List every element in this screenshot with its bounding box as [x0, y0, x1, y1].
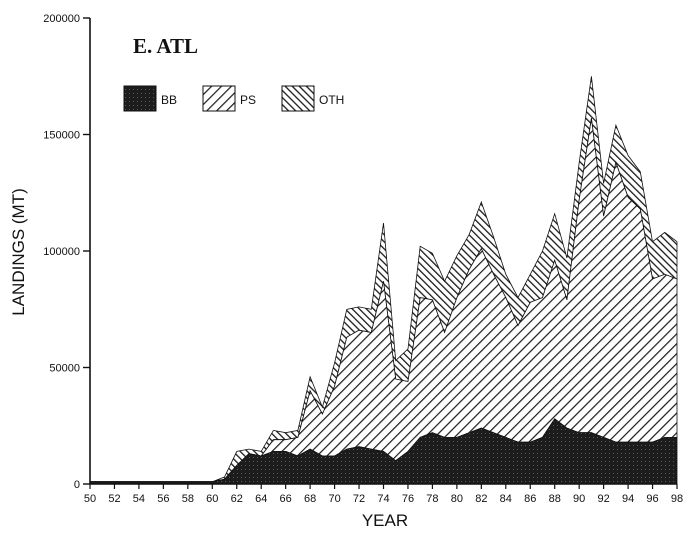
x-tick-label: 56: [157, 493, 169, 505]
x-tick-label: 62: [231, 493, 243, 505]
x-tick-label: 64: [255, 493, 267, 505]
x-tick-label: 50: [84, 493, 96, 505]
x-tick-label: 82: [475, 493, 487, 505]
x-tick-label: 72: [353, 493, 365, 505]
legend-label: PS: [240, 93, 256, 107]
legend-label: OTH: [319, 93, 344, 107]
y-tick-label: 0: [74, 479, 80, 491]
x-tick-label: 78: [426, 493, 438, 505]
legend-item-bb: BB: [123, 85, 177, 112]
x-tick-label: 92: [598, 493, 610, 505]
x-tick-label: 58: [182, 493, 194, 505]
x-tick-label: 96: [646, 493, 658, 505]
x-tick-label: 98: [671, 493, 683, 505]
y-tick-label: 50000: [49, 363, 80, 375]
y-axis-title: LANDINGS (MT): [9, 188, 28, 316]
legend-item-oth: OTH: [281, 85, 344, 112]
x-tick-label: 54: [133, 493, 145, 505]
x-axis-title: YEAR: [362, 511, 408, 530]
area-ps: [90, 118, 678, 483]
legend-swatch: [202, 85, 236, 112]
x-tick-label: 68: [304, 493, 316, 505]
x-tick-label: 60: [206, 493, 218, 505]
x-tick-label: 80: [451, 493, 463, 505]
legend-swatch: [281, 85, 315, 112]
x-tick-label: 84: [500, 493, 512, 505]
x-tick-label: 66: [280, 493, 292, 505]
text-layer: E. ATL LANDINGS (MT) YEAR: [9, 34, 408, 530]
x-tick-label: 76: [402, 493, 414, 505]
panel-title: E. ATL: [133, 34, 198, 58]
legend-item-ps: PS: [202, 85, 256, 112]
y-tick-label: 100000: [43, 246, 80, 258]
x-tick-label: 70: [328, 493, 340, 505]
x-tick-label: 94: [622, 493, 634, 505]
legend-swatch: [123, 85, 157, 112]
axes-layer: 0 50000 100000 150000 200000 50 52 54 56 58 60 62 64…: [43, 13, 683, 505]
series-layer: [89, 76, 678, 485]
y-tick-label: 200000: [43, 13, 80, 25]
x-tick-label: 88: [549, 493, 561, 505]
legend-label: BB: [161, 93, 177, 107]
x-tick-label: 90: [573, 493, 585, 505]
x-tick-label: 52: [108, 493, 120, 505]
x-tick-label: 74: [377, 493, 389, 505]
y-tick-label: 150000: [43, 130, 80, 142]
legend: BB PS OTH: [123, 85, 344, 112]
x-tick-label: 86: [524, 493, 536, 505]
